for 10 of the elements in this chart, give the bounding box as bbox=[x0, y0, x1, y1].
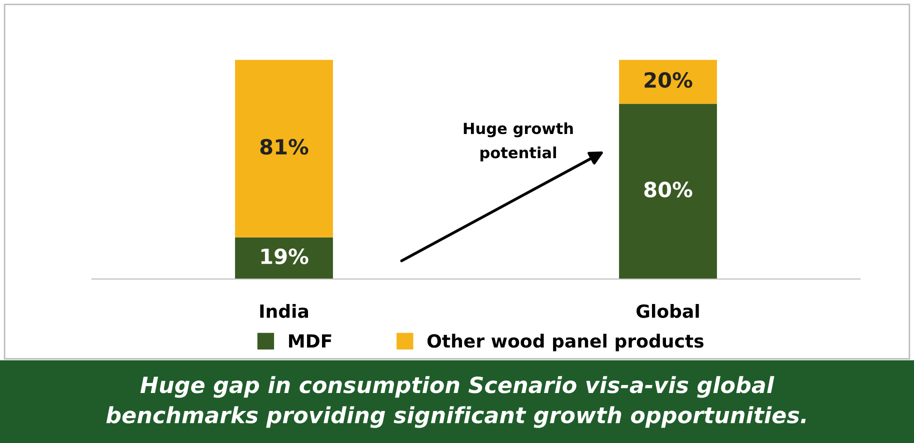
x-tick-label: India bbox=[260, 304, 308, 318]
data-label: 20% bbox=[644, 72, 692, 88]
data-label: 81% bbox=[260, 138, 308, 155]
annotation: Huge growth potential bbox=[464, 122, 573, 162]
legend-label: MDF bbox=[289, 334, 332, 348]
text: Huge gap in consumption Scenario vis-a-vis global benchmarks providing significant growth opportunities. bbox=[106, 376, 806, 428]
data-label: 80% bbox=[644, 182, 692, 198]
data-label: 19% bbox=[261, 248, 308, 264]
legend-label: Other wood panel products bbox=[427, 334, 704, 352]
x-tick-label: Global bbox=[636, 304, 699, 318]
